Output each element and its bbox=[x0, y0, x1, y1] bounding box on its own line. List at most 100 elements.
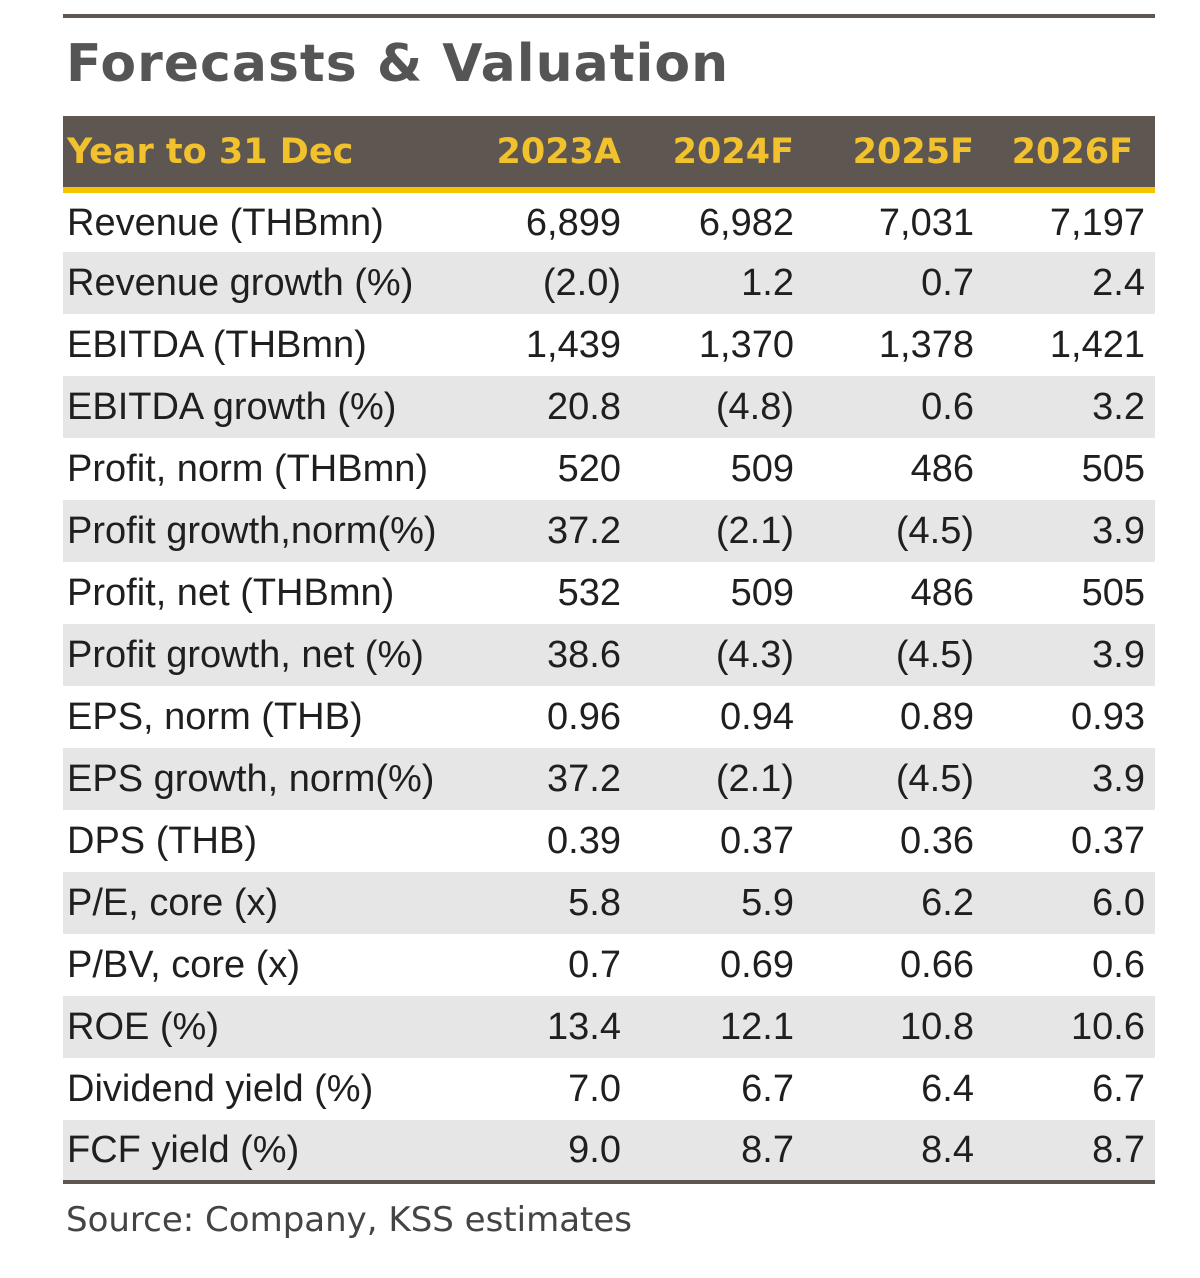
forecasts-table: Year to 31 Dec 2023A 2024F 2025F 2026F R… bbox=[63, 116, 1155, 1184]
table-row: ROE (%) 13.4 12.1 10.8 10.6 bbox=[63, 996, 1155, 1058]
table-row: DPS (THB) 0.39 0.37 0.36 0.37 bbox=[63, 810, 1155, 872]
row-value: 7,197 bbox=[1049, 201, 1145, 244]
row-value: 6,982 bbox=[698, 201, 794, 244]
row-label: EBITDA growth (%) bbox=[67, 386, 397, 428]
row-value: 1.2 bbox=[741, 262, 794, 304]
row-value: 20.8 bbox=[547, 386, 621, 428]
row-value: (2.1) bbox=[715, 758, 794, 800]
row-value: 10.8 bbox=[900, 1006, 974, 1048]
row-value: 9.0 bbox=[463, 1120, 621, 1184]
table-row: Profit, norm (THBmn) 520 509 486 505 bbox=[63, 438, 1155, 500]
row-value: 37.2 bbox=[547, 758, 621, 800]
table-row: FCF yield (%) 9.0 8.7 8.4 8.7 bbox=[63, 1120, 1155, 1184]
row-label: Revenue growth (%) bbox=[67, 262, 414, 304]
table-row: Profit growth,norm(%) 37.2 (2.1) (4.5) 3.9 bbox=[63, 500, 1155, 562]
row-value: 0.39 bbox=[547, 820, 621, 862]
row-label: Revenue (THBmn) bbox=[67, 201, 384, 244]
row-label: P/E, core (x) bbox=[67, 882, 279, 924]
row-label: Profit growth, net (%) bbox=[67, 634, 424, 676]
row-value: 0.94 bbox=[720, 696, 794, 738]
row-value: 13.4 bbox=[547, 1006, 621, 1048]
row-label: Profit, net (THBmn) bbox=[67, 572, 395, 614]
table-row: P/BV, core (x) 0.7 0.69 0.66 0.6 bbox=[63, 934, 1155, 996]
row-value: 6.7 bbox=[741, 1068, 794, 1110]
table-row: Profit growth, net (%) 38.6 (4.3) (4.5) 3.9 bbox=[63, 624, 1155, 686]
row-value: 532 bbox=[557, 572, 621, 614]
row-value: 0.7 bbox=[921, 262, 974, 304]
row-value: 2.4 bbox=[1092, 262, 1145, 304]
row-value: 0.69 bbox=[720, 944, 794, 986]
row-value: 0.93 bbox=[1071, 696, 1145, 738]
row-label: EBITDA (THBmn) bbox=[67, 324, 367, 366]
row-value: 505 bbox=[1081, 448, 1145, 490]
row-value: 509 bbox=[730, 448, 794, 490]
row-value: 0.96 bbox=[547, 696, 621, 738]
row-value: 509 bbox=[730, 572, 794, 614]
table-body: Revenue (THBmn) 6,899 6,982 7,031 7,197 Reven… bbox=[63, 190, 1155, 1184]
row-value: 0.89 bbox=[900, 696, 974, 738]
row-value: 0.37 bbox=[720, 820, 794, 862]
row-label: Profit growth,norm(%) bbox=[67, 510, 437, 552]
row-value: (4.5) bbox=[895, 510, 974, 552]
row-value: 5.9 bbox=[741, 882, 794, 924]
row-label: P/BV, core (x) bbox=[67, 944, 301, 986]
row-label: Profit, norm (THBmn) bbox=[67, 448, 429, 490]
table-row: P/E, core (x) 5.8 5.9 6.2 6.0 bbox=[63, 872, 1155, 934]
row-value: 505 bbox=[1081, 572, 1145, 614]
row-value: 0.6 bbox=[1092, 944, 1145, 986]
row-label: EPS, norm (THB) bbox=[67, 696, 363, 738]
row-value: 12.1 bbox=[720, 1006, 794, 1048]
row-value: 8.7 bbox=[621, 1120, 794, 1184]
row-label: EPS growth, norm(%) bbox=[67, 758, 435, 800]
row-value: 1,370 bbox=[698, 324, 794, 366]
row-value: 37.2 bbox=[547, 510, 621, 552]
row-value: 0.36 bbox=[900, 820, 974, 862]
row-value: (4.5) bbox=[895, 758, 974, 800]
row-value: 3.9 bbox=[1092, 510, 1145, 552]
row-value: 7.0 bbox=[568, 1068, 621, 1110]
top-rule bbox=[63, 14, 1155, 18]
row-value: (4.8) bbox=[715, 386, 794, 428]
header-year-2024f: 2024F bbox=[621, 116, 794, 193]
row-value: 38.6 bbox=[547, 634, 621, 676]
row-value: 0.37 bbox=[1071, 820, 1145, 862]
header-year-2023a: 2023A bbox=[463, 116, 621, 193]
table-row: Profit, net (THBmn) 532 509 486 505 bbox=[63, 562, 1155, 624]
row-value: 3.9 bbox=[1092, 634, 1145, 676]
row-value: 6.7 bbox=[1092, 1068, 1145, 1110]
row-value: (2.1) bbox=[715, 510, 794, 552]
row-value: (4.3) bbox=[715, 634, 794, 676]
row-value: 0.6 bbox=[921, 386, 974, 428]
table-row: EBITDA (THBmn) 1,439 1,370 1,378 1,421 bbox=[63, 314, 1155, 376]
row-value: 7,031 bbox=[878, 201, 974, 244]
table-row: EBITDA growth (%) 20.8 (4.8) 0.6 3.2 bbox=[63, 376, 1155, 438]
header-year-2026f: 2026F bbox=[974, 116, 1155, 193]
row-value: 0.66 bbox=[900, 944, 974, 986]
row-value: 0.7 bbox=[568, 944, 621, 986]
row-label: FCF yield (%) bbox=[63, 1120, 463, 1184]
row-value: 5.8 bbox=[568, 882, 621, 924]
row-value: 8.4 bbox=[794, 1120, 974, 1184]
row-value: 3.9 bbox=[1092, 758, 1145, 800]
table-row: Dividend yield (%) 7.0 6.7 6.4 6.7 bbox=[63, 1058, 1155, 1120]
row-value: (4.5) bbox=[895, 634, 974, 676]
table-row: Revenue growth (%) (2.0) 1.2 0.7 2.4 bbox=[63, 252, 1155, 314]
row-value: 10.6 bbox=[1071, 1006, 1145, 1048]
row-value: 8.7 bbox=[974, 1120, 1155, 1184]
row-value: 1,378 bbox=[878, 324, 974, 366]
row-value: 486 bbox=[910, 448, 974, 490]
row-value: 520 bbox=[557, 448, 621, 490]
table-row: EPS, norm (THB) 0.96 0.94 0.89 0.93 bbox=[63, 686, 1155, 748]
row-label: ROE (%) bbox=[67, 1006, 219, 1048]
header-year-2025f: 2025F bbox=[794, 116, 974, 193]
row-value: 486 bbox=[910, 572, 974, 614]
row-label: Dividend yield (%) bbox=[67, 1068, 374, 1110]
row-label: DPS (THB) bbox=[67, 820, 257, 862]
table-row: EPS growth, norm(%) 37.2 (2.1) (4.5) 3.9 bbox=[63, 748, 1155, 810]
row-value: 6.4 bbox=[921, 1068, 974, 1110]
row-value: 6,899 bbox=[525, 201, 621, 244]
row-value: 3.2 bbox=[1092, 386, 1145, 428]
row-value: 6.0 bbox=[1092, 882, 1145, 924]
source-note: Source: Company, KSS estimates bbox=[66, 1200, 632, 1240]
row-value: 1,421 bbox=[1049, 324, 1145, 366]
